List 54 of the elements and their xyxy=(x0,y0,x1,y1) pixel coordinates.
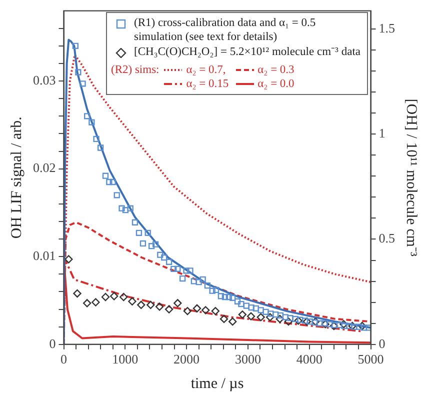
point xyxy=(228,317,237,326)
y2-tick-label: 0.5 xyxy=(378,230,395,246)
point xyxy=(246,312,256,320)
legend-label: [CH₃C(O)CH₂O₂] = 5.2×10¹² molecule cm⁻³ data xyxy=(134,45,360,59)
point xyxy=(110,292,118,300)
x-tick-label: 3000 xyxy=(234,352,261,367)
point xyxy=(201,306,210,314)
point xyxy=(276,314,284,324)
legend-label: α₂ = 0.7, xyxy=(186,63,226,77)
point xyxy=(192,304,202,313)
x-tick-label: 4000 xyxy=(296,352,322,367)
point xyxy=(238,310,247,319)
point xyxy=(302,317,311,326)
legend-title: (R2) sims: xyxy=(111,63,160,78)
point xyxy=(64,255,73,264)
point xyxy=(358,322,366,330)
y2-tick-label: 1 xyxy=(378,125,386,140)
x-tick-label: 2000 xyxy=(174,352,200,367)
y-tick-label: 0.02 xyxy=(33,160,56,176)
point xyxy=(101,292,110,302)
point xyxy=(256,313,265,322)
legend-label: (R1) cross-calibration data and α₁ = 0.5 simulation (see text for details) xyxy=(134,16,317,44)
point xyxy=(174,299,182,308)
point xyxy=(284,317,293,326)
legend-label: α₂ = 0.15 xyxy=(186,77,229,91)
point xyxy=(266,313,274,322)
legend-label: α₂ = 0.0 xyxy=(258,77,294,91)
y2-axis-title: [OH] / 10¹¹ molecule cm⁻³ xyxy=(403,98,420,257)
x-axis-title: time / µs xyxy=(190,376,244,392)
x-tick-label: 0 xyxy=(60,352,67,367)
y2-tick-label: 0 xyxy=(378,336,386,351)
y-axis-title: OH LIF signal / arb. xyxy=(8,116,25,239)
point xyxy=(120,292,128,302)
point xyxy=(128,297,136,306)
point xyxy=(92,298,100,306)
y-tick-label: 0.03 xyxy=(33,72,56,88)
legend-label: α₂ = 0.3 xyxy=(258,63,294,77)
point xyxy=(294,316,302,325)
x-tick-label: 1000 xyxy=(112,352,138,367)
point xyxy=(211,306,220,316)
point xyxy=(164,305,174,314)
point xyxy=(220,314,228,324)
point xyxy=(73,289,82,298)
x-tick-label: 5000 xyxy=(358,352,384,367)
point xyxy=(340,320,348,328)
y-tick-label: 0 xyxy=(49,336,56,351)
point xyxy=(82,299,92,308)
point xyxy=(183,306,192,316)
y-tick-label: 0.01 xyxy=(33,248,56,264)
point xyxy=(348,322,356,330)
point xyxy=(155,302,164,311)
point xyxy=(146,300,155,309)
point xyxy=(137,300,146,309)
y2-tick-label: 1.5 xyxy=(378,20,395,36)
